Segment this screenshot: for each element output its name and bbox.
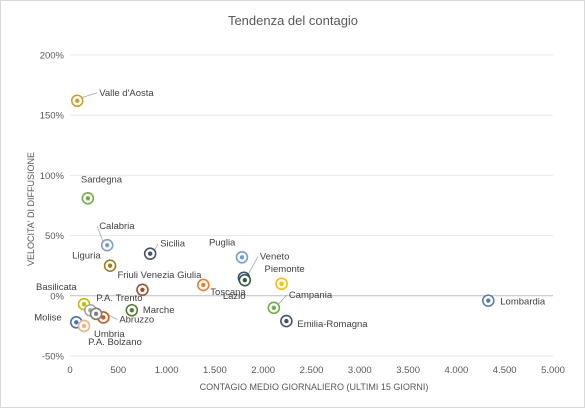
x-tick-label: 0 <box>67 365 72 376</box>
y-tick-label: 100% <box>40 171 65 182</box>
x-tick-label: 3.000 <box>348 365 372 376</box>
data-point <box>89 307 103 321</box>
label-leader-lines <box>81 92 288 320</box>
data-point <box>235 250 249 264</box>
data-point <box>238 273 252 287</box>
x-tick-label: 1.500 <box>203 365 227 376</box>
point-label: Marche <box>143 305 175 316</box>
data-point <box>280 314 293 328</box>
point-label: Basilicata <box>36 282 77 293</box>
x-tick-label: 4.500 <box>493 365 517 376</box>
data-point <box>81 191 95 205</box>
y-tick-label: 0% <box>50 291 64 302</box>
leader-line <box>96 226 104 243</box>
point-label: Sicilia <box>160 239 186 250</box>
x-axis-ticks: 0 500 1.000 1.500 2.000 2.500 3.000 3.500 4.000 4… <box>67 365 565 376</box>
x-tick-label: 2.500 <box>300 365 324 376</box>
leader-line <box>277 294 288 306</box>
x-tick-label: 5.000 <box>541 365 565 376</box>
x-axis-title: CONTAGIO MEDIO GIORNALIERO (ULTIMI 15 GI… <box>200 382 429 392</box>
data-point <box>481 294 495 307</box>
chart-title: Tendenza del contagio <box>228 13 358 28</box>
point-label: Sardegna <box>81 174 123 185</box>
y-axis-ticks: -50% 0% 50% 100% 150% 200% <box>40 51 65 363</box>
data-point <box>143 247 157 260</box>
data-point <box>197 278 210 292</box>
y-tick-label: -50% <box>42 352 65 363</box>
x-tick-label: 3.500 <box>396 365 420 376</box>
data-point <box>77 319 91 333</box>
x-tick-label: 2.000 <box>251 365 275 376</box>
point-label: P.A. Trento <box>96 293 142 304</box>
y-tick-label: 200% <box>40 51 65 62</box>
data-point <box>70 94 84 108</box>
point-label: Campania <box>289 290 333 301</box>
data-point <box>275 277 288 291</box>
point-label: Calabria <box>99 221 135 232</box>
point-label: P.A. Bolzano <box>88 337 142 348</box>
data-point <box>267 301 281 315</box>
x-tick-label: 1.000 <box>155 365 179 376</box>
point-label: Abruzzo <box>119 314 154 325</box>
point-label: Umbria <box>94 329 125 340</box>
point-label: Lazio <box>223 291 246 302</box>
y-tick-label: 50% <box>45 231 65 242</box>
data-point <box>103 259 117 273</box>
data-point <box>136 283 149 297</box>
y-axis-title: VELOCITA' DI DIFFUSIONE <box>26 152 36 266</box>
point-label: Valle d'Aosta <box>99 88 154 99</box>
point-label: Lombardia <box>500 297 546 308</box>
data-point <box>125 303 139 317</box>
data-points <box>69 94 495 333</box>
point-label: Friuli Venezia Giulia <box>117 270 202 281</box>
point-label: Emilia-Romagna <box>297 319 368 330</box>
point-label: Piemonte <box>265 264 305 275</box>
y-tick-label: 150% <box>40 111 65 122</box>
leader-line <box>247 256 259 275</box>
x-tick-label: 4.000 <box>445 365 469 376</box>
gridlines <box>70 54 553 357</box>
point-labels: Valle d'Aosta Sardegna Calabria Liguria Sici… <box>34 88 546 348</box>
point-label: Molise <box>34 312 61 323</box>
x-tick-label: 500 <box>110 365 126 376</box>
point-label: Puglia <box>209 237 236 248</box>
point-label: Veneto <box>260 252 290 263</box>
leader-line <box>81 92 98 99</box>
point-label: Liguria <box>72 251 101 262</box>
point-label: Toscana <box>210 287 246 298</box>
data-point <box>100 238 114 252</box>
